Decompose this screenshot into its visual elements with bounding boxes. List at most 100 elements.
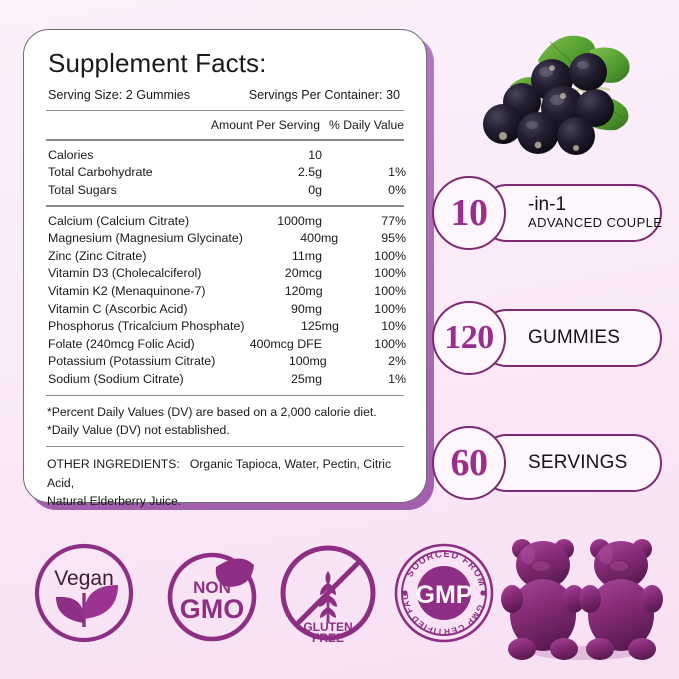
svg-text:GLUTEN: GLUTEN xyxy=(303,620,352,634)
callout-badge-10-in-1: -in-1 ADVANCED COUPLE 10 xyxy=(432,176,662,250)
nutrient-name: Calories xyxy=(48,147,94,162)
table-row: Vitamin K2 (Menaquinone-7) 120mg 100% xyxy=(44,283,406,301)
nutrient-amount: 10 xyxy=(308,147,322,162)
table-row: Folate (240mcg Folic Acid) 400mcg DFE 100% xyxy=(44,336,406,354)
gummy-bear-left xyxy=(501,539,585,660)
callout-number: 120 xyxy=(444,319,494,356)
footnotes: *Percent Daily Values (DV) are based on … xyxy=(44,396,406,446)
other-ingredients: OTHER INGREDIENTS: Organic Tapioca, Wate… xyxy=(44,447,406,511)
table-row: Total Carbohydrate 2.5g 1% xyxy=(44,164,406,182)
nutrient-daily-value: 2% xyxy=(388,354,406,369)
nutrient-amount: 25mg xyxy=(291,372,322,387)
divider-nutrients xyxy=(46,394,404,396)
vegan-badge-label: Vegan xyxy=(54,567,114,590)
serving-info-row: Serving Size: 2 Gummies Servings Per Con… xyxy=(44,88,406,102)
blackcurrant-berries-image xyxy=(450,20,660,165)
nutrient-name: Zinc (Zinc Citrate) xyxy=(48,248,147,263)
callout-number: 10 xyxy=(450,192,489,234)
nutrient-name: Folate (240mcg Folic Acid) xyxy=(48,336,195,351)
nutrient-amount: 125mg xyxy=(300,319,339,334)
nutrient-daily-value: 100% xyxy=(374,248,406,263)
nutrient-amount: 20mcg xyxy=(284,266,322,281)
table-row: Potassium (Potassium Citrate) 100mg 2% xyxy=(44,353,406,371)
nutrient-daily-value: 77% xyxy=(381,213,406,228)
column-header-name xyxy=(44,118,202,132)
footnote-line: *Daily Value (DV) not established. xyxy=(47,422,230,437)
wheat-stalk-icon xyxy=(319,571,337,623)
column-header-daily-value: % Daily Value xyxy=(329,118,404,133)
table-row: Calories 10 xyxy=(44,147,406,165)
nutrient-daily-value: 100% xyxy=(374,266,406,281)
nutrient-daily-value: 1% xyxy=(388,165,406,180)
vegan-badge-icon: Vegan xyxy=(32,541,136,645)
nutrient-daily-value: 100% xyxy=(374,301,406,316)
serving-size: Serving Size: 2 Gummies xyxy=(48,88,191,102)
gummy-bears-image xyxy=(500,527,670,662)
nutrient-amount: 11mg xyxy=(291,248,322,263)
callout-pill: SERVINGS xyxy=(478,434,662,492)
nutrient-name: Total Sugars xyxy=(48,182,117,197)
callout-pill: GUMMIES xyxy=(478,309,662,367)
nutrient-amount: 0g xyxy=(308,182,322,197)
supplement-facts-card: Supplement Facts: Serving Size: 2 Gummie… xyxy=(23,29,427,508)
nutrient-name: Vitamin K2 (Menaquinone-7) xyxy=(48,284,206,299)
callout-number: 60 xyxy=(450,442,489,484)
table-row: Vitamin C (Ascorbic Acid) 90mg 100% xyxy=(44,301,406,319)
callout-number-circle: 10 xyxy=(432,176,506,250)
table-row: Sodium (Sodium Citrate) 25mg 1% xyxy=(44,371,406,389)
table-row: Total Sugars 0g 0% xyxy=(44,182,406,200)
svg-text:GMP: GMP xyxy=(416,581,473,609)
page-title: Supplement Facts: xyxy=(48,48,267,78)
nutrient-daily-value: 100% xyxy=(374,336,406,351)
macronutrient-rows: Calories 10 Total Carbohydrate 2.5g 1% Total … xyxy=(44,141,406,206)
table-column-headers: Amount Per Serving % Daily Value xyxy=(44,111,406,139)
nutrient-name: Potassium (Potassium Citrate) xyxy=(48,354,216,369)
other-ingredients-line-1: OTHER INGREDIENTS: Organic Tapioca, Wate… xyxy=(44,455,406,492)
nutrient-daily-value: 95% xyxy=(381,231,406,246)
nutrient-rows: Calcium (Calcium Citrate) 1000mg 77% Magnes… xyxy=(44,207,406,395)
nutrient-name: Sodium (Sodium Citrate) xyxy=(48,372,184,387)
svg-text:GMO: GMO xyxy=(180,594,245,624)
column-header-amount: Amount Per Serving xyxy=(210,118,320,133)
gummy-bear-right xyxy=(579,539,663,660)
table-row: Vitamin D3 (Cholecalciferol) 20mcg 100% xyxy=(44,265,406,283)
table-row: Calcium (Calcium Citrate) 1000mg 77% xyxy=(44,213,406,231)
gmp-badge-icon: SOURCED FROM A GMP CERTIFIED FACILITY GM… xyxy=(388,532,496,645)
callout-label-primary: SERVINGS xyxy=(528,452,628,473)
servings-per-container: Servings Per Container: 30 xyxy=(248,88,400,102)
nutrient-daily-value: 100% xyxy=(374,284,406,299)
nutrient-amount: 120mg xyxy=(284,284,323,299)
table-row: Magnesium (Magnesium Glycinate) 400mg 95% xyxy=(44,230,406,248)
table-row: Zinc (Zinc Citrate) 11mg 100% xyxy=(44,248,406,266)
nutrient-amount: 90mg xyxy=(291,301,322,316)
svg-text:FREE: FREE xyxy=(312,631,344,645)
divider-macros xyxy=(46,205,404,207)
callout-number-circle: 120 xyxy=(432,301,506,375)
nutrient-name: Vitamin C (Ascorbic Acid) xyxy=(48,301,188,316)
table-row: Phosphorus (Tricalcium Phosphate) 125mg 10… xyxy=(44,318,406,336)
callout-label-primary: -in-1 xyxy=(528,194,567,215)
gluten-free-badge-icon: GLUTEN FREE xyxy=(276,541,380,645)
nutrient-name: Vitamin D3 (Cholecalciferol) xyxy=(48,266,202,281)
nutrient-name: Calcium (Calcium Citrate) xyxy=(48,213,190,228)
nutrient-name: Magnesium (Magnesium Glycinate) xyxy=(48,231,243,246)
nutrient-name: Phosphorus (Tricalcium Phosphate) xyxy=(48,319,245,334)
svg-text:NON: NON xyxy=(193,578,231,597)
divider-footnotes xyxy=(46,445,404,448)
divider-top xyxy=(46,110,404,112)
nutrient-daily-value: 0% xyxy=(388,182,406,197)
callout-label-primary: GUMMIES xyxy=(528,327,621,348)
callout-number-circle: 60 xyxy=(432,426,506,500)
other-ingredients-label: OTHER INGREDIENTS: xyxy=(47,457,180,472)
callout-text-group: -in-1 ADVANCED COUPLE xyxy=(528,195,662,231)
nutrient-amount: 400mcg DFE xyxy=(249,336,322,351)
berry-cluster xyxy=(483,53,614,155)
nutrient-amount: 2.5g xyxy=(297,165,322,180)
other-ingredients-text-1: Organic Tapioca, Water, Pectin, Citric A… xyxy=(47,457,392,490)
callout-badge-servings: SERVINGS 60 xyxy=(432,426,662,500)
callout-badge-gummies: GUMMIES 120 xyxy=(432,301,662,375)
non-gmo-badge-icon: NON GMO xyxy=(160,541,264,645)
nutrient-daily-value: 10% xyxy=(381,319,406,334)
callout-label-secondary: ADVANCED COUPLE xyxy=(528,215,663,230)
nutrient-amount: 1000mg xyxy=(277,213,322,228)
